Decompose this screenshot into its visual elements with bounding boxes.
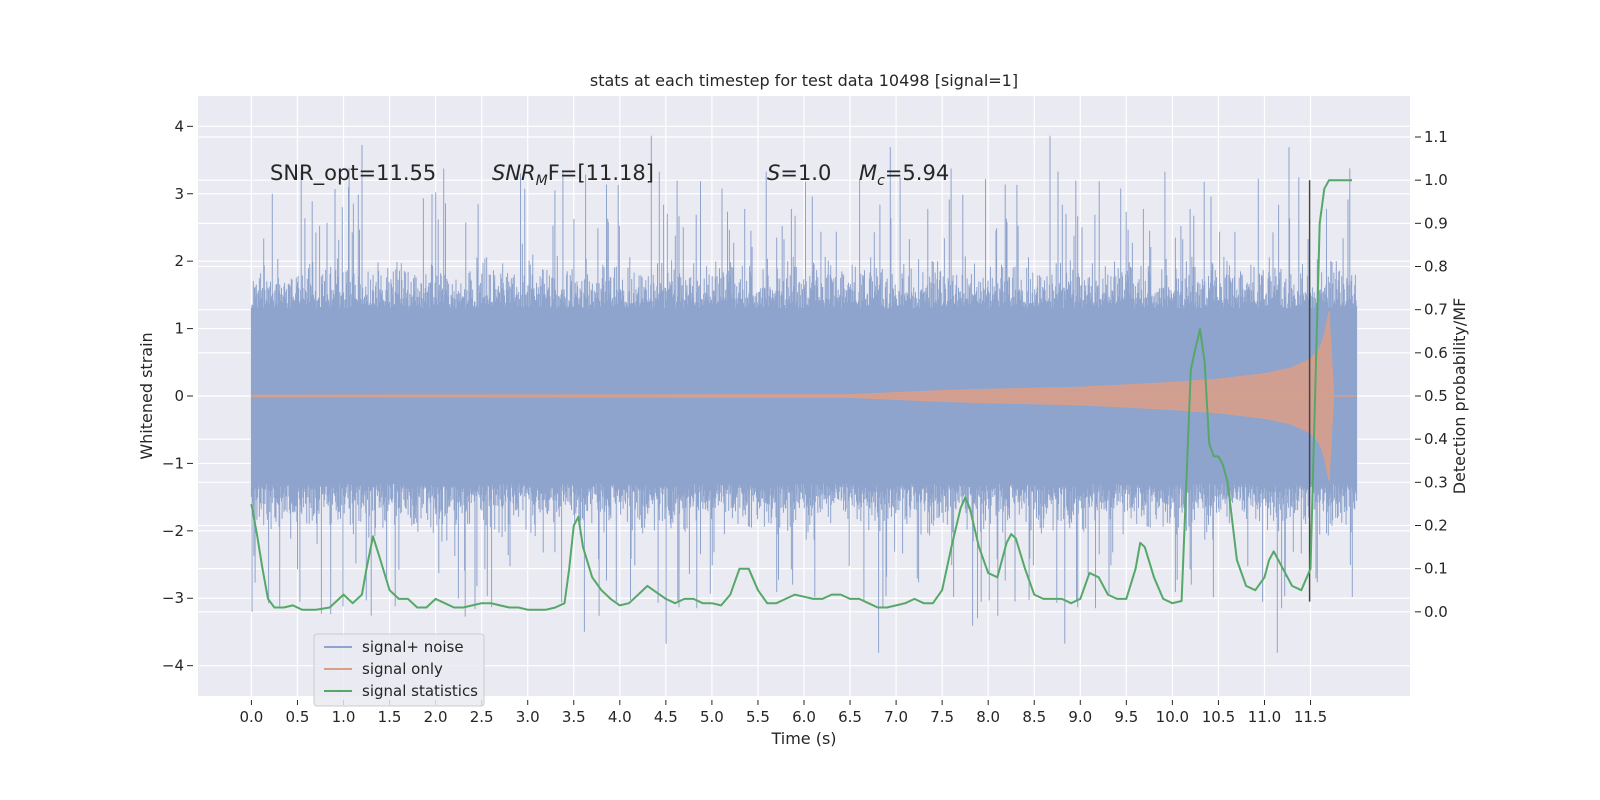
annotation-snr-opt: SNR_opt=11.55 xyxy=(270,161,436,186)
x-tick-label: 0.0 xyxy=(239,708,263,726)
x-tick-label: 11.0 xyxy=(1248,708,1281,726)
y-left-tick-label: 4 xyxy=(174,117,184,135)
annotation-snr-mf: SNRMF=[11.18] xyxy=(492,161,654,189)
x-tick-label: 9.0 xyxy=(1068,708,1092,726)
x-tick-label: 5.0 xyxy=(700,708,724,726)
x-tick-label: 1.5 xyxy=(378,708,402,726)
x-tick-label: 10.5 xyxy=(1202,708,1235,726)
x-tick-label: 4.5 xyxy=(654,708,678,726)
x-tick-label: 3.5 xyxy=(562,708,586,726)
y-right-tick-label: 0.5 xyxy=(1424,387,1448,405)
y-right-tick-label: 0.3 xyxy=(1424,473,1448,491)
y-axis-left: 4 3 2 1 0 −1 −2 −3 −4 xyxy=(162,117,193,675)
y-left-tick-label: −1 xyxy=(162,454,184,472)
x-tick-label: 6.5 xyxy=(838,708,862,726)
y-right-tick-label: 0.2 xyxy=(1424,516,1448,534)
annotation-mc-sub: c xyxy=(877,173,885,189)
annotation-s: S=1.0 xyxy=(767,161,831,185)
x-tick-label: 2.0 xyxy=(424,708,448,726)
x-tick-label: 1.0 xyxy=(332,708,356,726)
y-right-tick-label: 0.1 xyxy=(1424,560,1448,578)
annotations: SNR_opt=11.55 SNRMF=[11.18] S=1.0 Mc=5.9… xyxy=(270,161,949,189)
y-left-tick-label: −2 xyxy=(162,522,184,540)
x-tick-label: 7.5 xyxy=(930,708,954,726)
annotation-snr-mf-sub: M xyxy=(536,173,548,189)
legend-label-signal-noise: signal+ noise xyxy=(362,638,464,656)
y-right-tick-label: 1.1 xyxy=(1424,128,1448,146)
x-tick-label: 3.0 xyxy=(516,708,540,726)
y-axis-right: 1.1 1.0 0.9 0.8 0.7 0.6 0.5 0.4 0.3 0.2 0.1 0.0 xyxy=(1415,128,1448,621)
x-tick-label: 6.0 xyxy=(792,708,816,726)
y-right-tick-label: 0.8 xyxy=(1424,258,1448,276)
annotation-mc-main: M xyxy=(859,161,877,185)
x-tick-label: 10.0 xyxy=(1156,708,1189,726)
chart-title: stats at each timestep for test data 104… xyxy=(590,71,1018,90)
x-tick-label: 0.5 xyxy=(286,708,310,726)
x-axis: 0.0 0.5 1.0 1.5 2.0 2.5 3.0 3.5 4.0 4.5 5.0 5.5 6.0 6… xyxy=(239,700,1327,726)
annotation-snr-mf-main: SNR xyxy=(492,161,536,185)
x-tick-label: 8.0 xyxy=(976,708,1000,726)
annotation-mc-rest: =5.94 xyxy=(885,161,949,185)
y-axis-right-label: Detection probability/MF xyxy=(1450,298,1469,495)
annotation-mc: Mc=5.94 xyxy=(859,161,949,189)
annotation-s-rest: =1.0 xyxy=(780,161,831,185)
legend-label-signal-statistics: signal statistics xyxy=(362,682,478,700)
y-left-tick-label: −3 xyxy=(162,589,184,607)
x-tick-label: 11.5 xyxy=(1294,708,1327,726)
x-tick-label: 5.5 xyxy=(746,708,770,726)
series-area xyxy=(250,135,1358,653)
x-tick-label: 9.5 xyxy=(1114,708,1138,726)
y-right-tick-label: 0.4 xyxy=(1424,430,1448,448)
y-left-tick-label: 2 xyxy=(174,252,184,270)
x-tick-label: 7.0 xyxy=(884,708,908,726)
y-left-tick-label: 3 xyxy=(174,185,184,203)
y-right-tick-label: 0.9 xyxy=(1424,214,1448,232)
y-left-tick-label: −4 xyxy=(162,657,184,675)
x-tick-label: 2.5 xyxy=(470,708,494,726)
series-signal-statistics xyxy=(250,179,1352,611)
y-left-tick-label: 1 xyxy=(174,320,184,338)
legend-box xyxy=(313,633,485,707)
y-axis-left-label: Whitened strain xyxy=(137,332,156,459)
y-left-tick-label: 0 xyxy=(174,387,184,405)
annotation-snr-mf-rest: F=[11.18] xyxy=(548,161,654,185)
y-right-tick-label: 0.0 xyxy=(1424,603,1448,621)
y-right-tick-label: 1.0 xyxy=(1424,171,1448,189)
y-right-tick-label: 0.7 xyxy=(1424,301,1448,319)
legend: signal+ noise signal only signal statist… xyxy=(313,633,485,707)
x-tick-label: 8.5 xyxy=(1022,708,1046,726)
x-axis-label: Time (s) xyxy=(770,729,836,748)
y-right-tick-label: 0.6 xyxy=(1424,344,1448,362)
legend-label-signal-only: signal only xyxy=(362,660,443,678)
x-tick-label: 4.0 xyxy=(608,708,632,726)
annotation-s-italic: S xyxy=(767,161,780,185)
